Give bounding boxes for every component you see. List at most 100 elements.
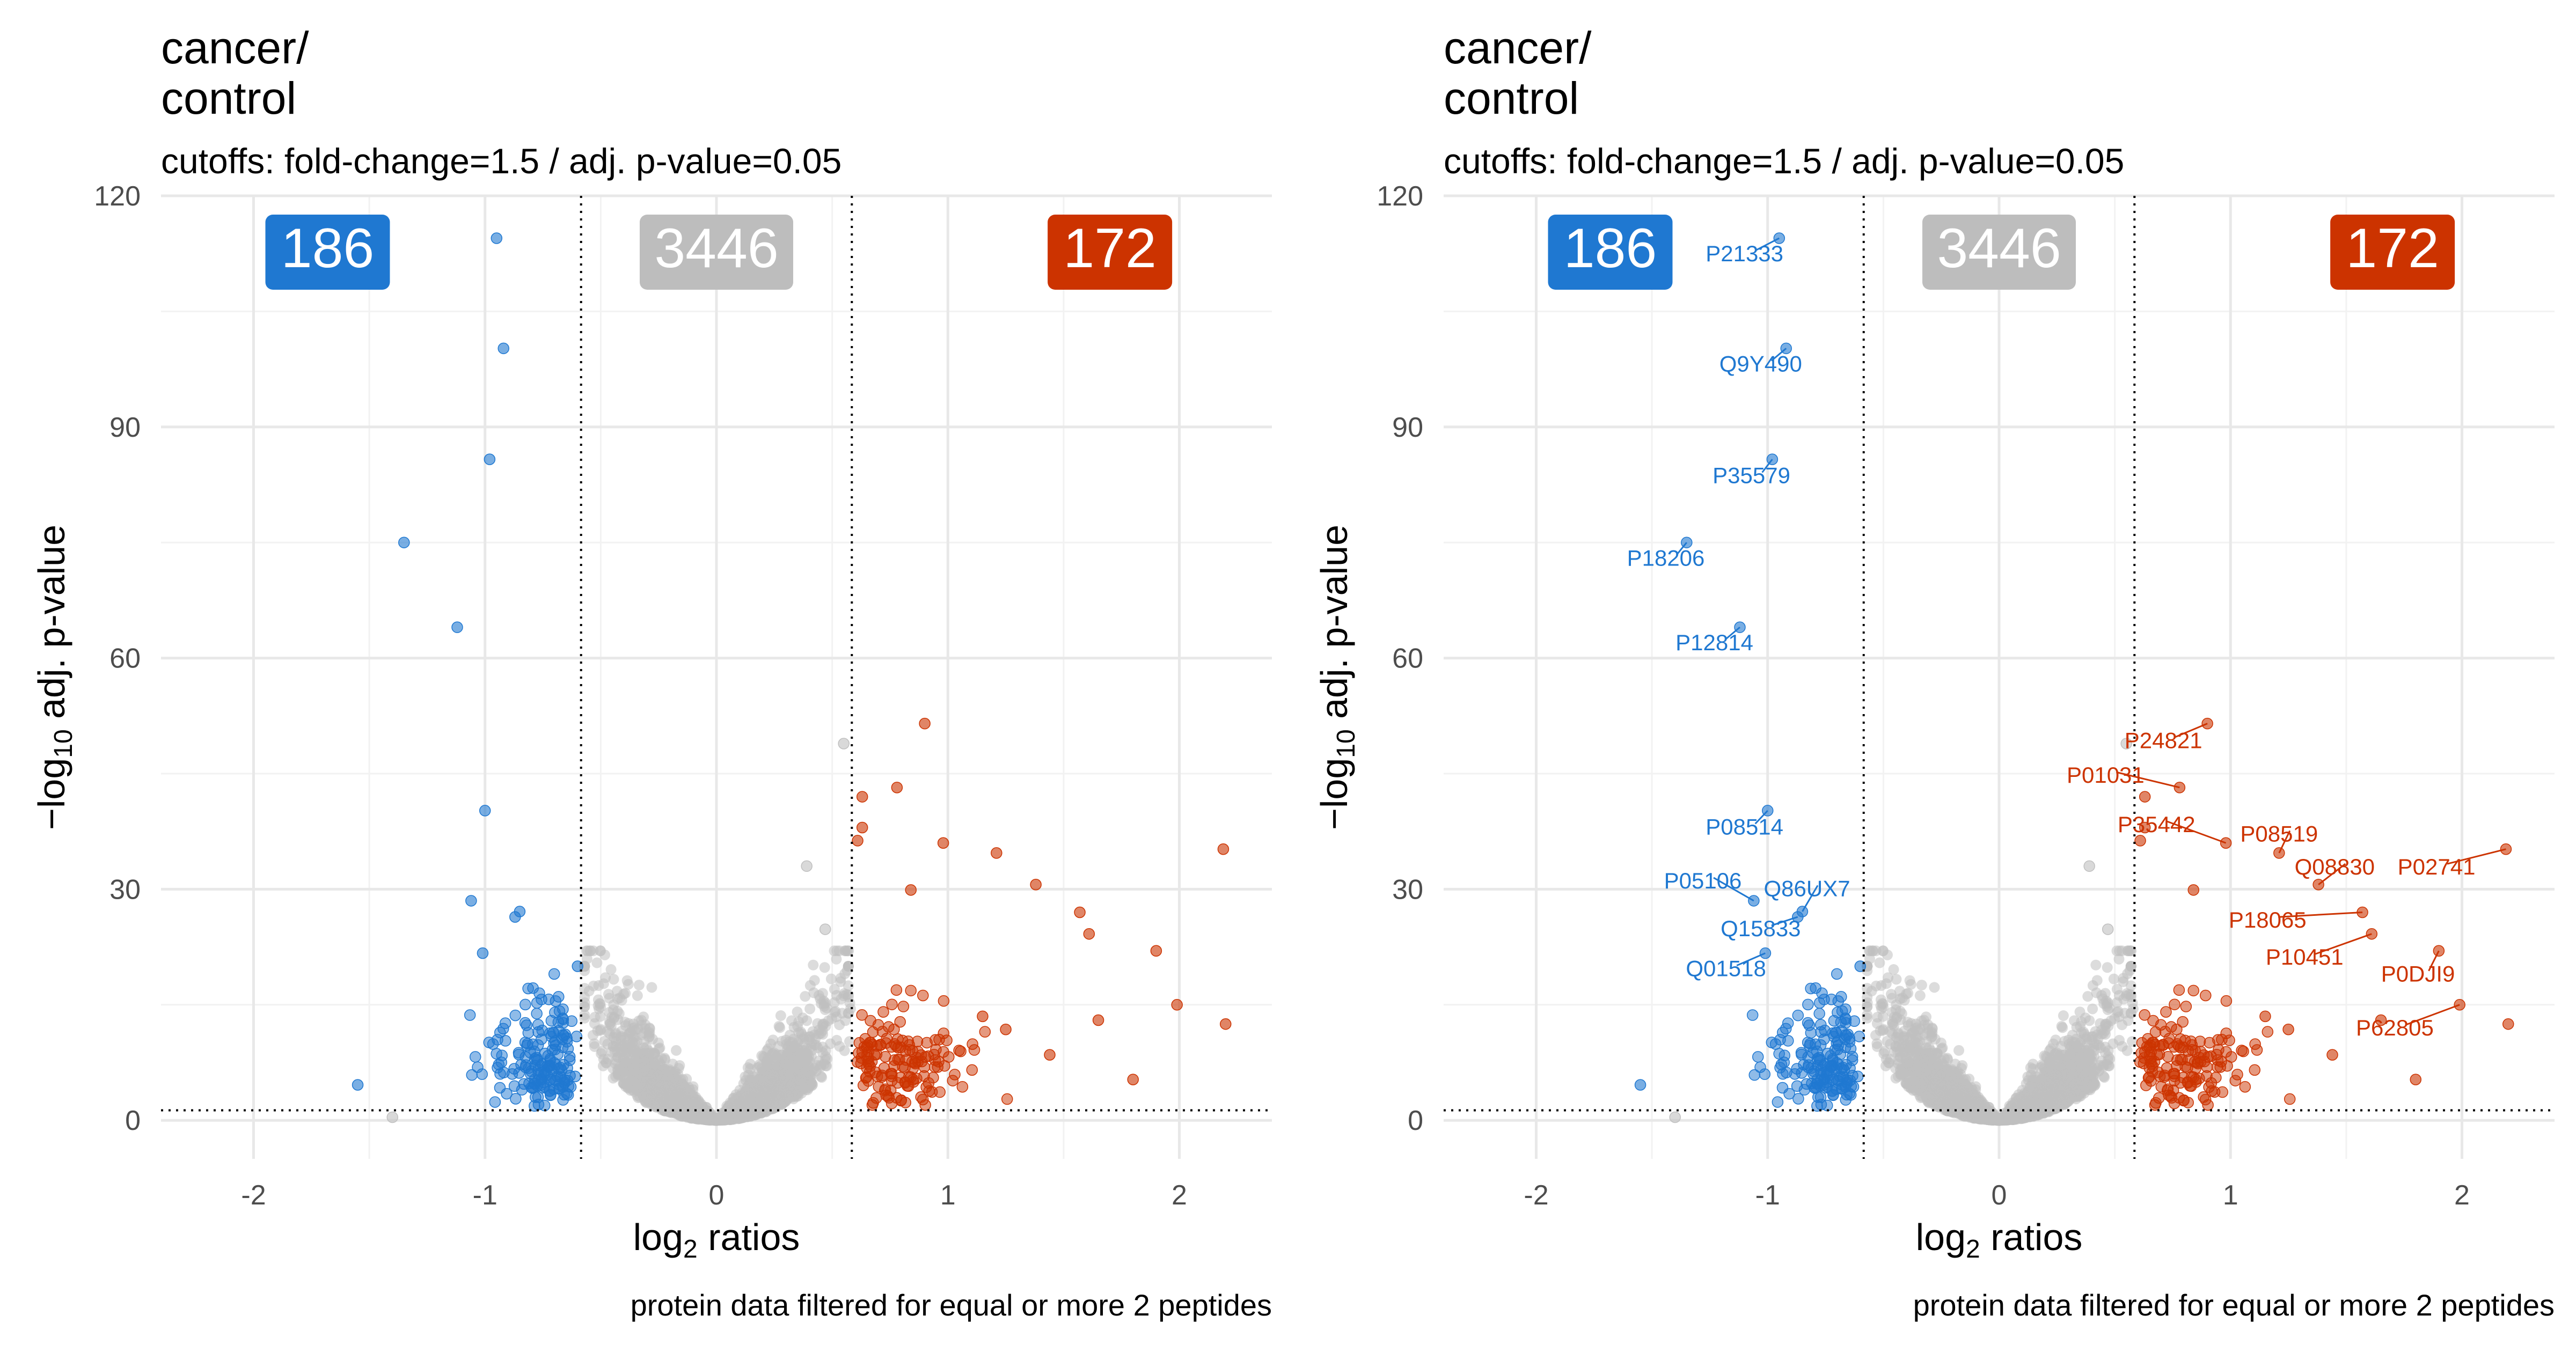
point-ns (792, 1006, 803, 1018)
point-ns (789, 1040, 801, 1051)
point-ns (599, 1035, 610, 1047)
point-up (872, 1019, 884, 1031)
point-up (917, 989, 929, 1002)
point-ns (784, 1081, 795, 1092)
point-up (888, 1023, 900, 1035)
x-tick-label: -1 (473, 1180, 497, 1211)
point-ns (831, 990, 842, 1001)
y-tick-label: 120 (1377, 181, 1423, 212)
series-down (464, 968, 583, 1112)
point-down (536, 1033, 547, 1045)
point-up (1220, 1018, 1232, 1030)
point-ns (612, 993, 623, 1004)
point-down (530, 1052, 543, 1063)
point-ns (591, 957, 603, 968)
series-ns (579, 945, 856, 1126)
point-ns (833, 945, 845, 957)
point-up (991, 847, 1002, 859)
point-ns (754, 1059, 765, 1070)
point-ns (592, 1025, 603, 1037)
point-up (858, 1041, 870, 1053)
point-down (519, 998, 531, 1011)
point-up (917, 1093, 929, 1106)
point-up (941, 1034, 953, 1046)
point-ns (722, 1113, 734, 1124)
x-tick-labels: -2 -1 0 1 2 (1524, 1180, 2470, 1211)
plot-title: cancer/ control (161, 23, 309, 123)
point-up (903, 1044, 916, 1056)
point-ns (745, 1097, 756, 1108)
point-ns (788, 1022, 800, 1033)
point-ns (808, 959, 819, 971)
point-down (548, 968, 560, 980)
point-ns (671, 1045, 682, 1056)
point-down (509, 911, 521, 923)
point-down (543, 993, 555, 1005)
point-down (522, 1027, 535, 1039)
point-up (919, 717, 931, 730)
point-up (1001, 1093, 1013, 1105)
point-up (926, 1086, 938, 1098)
point-up (860, 1072, 872, 1084)
point-ns (653, 1037, 664, 1048)
grid-lines (161, 194, 1272, 1159)
x-tick-label: -1 (1755, 1180, 1780, 1211)
x-axis-title: log2 ratios (1916, 1216, 2083, 1263)
point-up (919, 1051, 931, 1063)
point-ns (600, 972, 611, 983)
point-down (489, 1096, 501, 1108)
point-ns (787, 1055, 799, 1066)
point-up (937, 837, 949, 849)
point-down (532, 1075, 544, 1087)
point-down (398, 537, 410, 548)
count-badge-label: 3446 (654, 217, 778, 280)
y-axis-title: −log10 adj. p-value (1313, 525, 1360, 830)
point-up (979, 1026, 991, 1038)
point-down (497, 342, 509, 355)
point-ns (818, 1001, 830, 1012)
point-up (856, 821, 868, 834)
point-ns (668, 1074, 679, 1085)
point-up (890, 984, 903, 996)
point-ns (774, 1064, 785, 1075)
point-ns (602, 1026, 613, 1037)
point-up (891, 782, 903, 793)
point-down (570, 1031, 583, 1042)
point-up (1217, 843, 1230, 855)
point-ns (626, 1075, 637, 1086)
point-ns (819, 962, 830, 973)
point-up (956, 1081, 969, 1093)
point-ns (809, 1039, 821, 1050)
point-down (546, 1063, 558, 1075)
point-down (522, 982, 534, 995)
point-ns (581, 945, 592, 957)
point-ns (809, 1029, 820, 1040)
count-badge-label: 172 (1063, 217, 1157, 280)
point-ns (2082, 991, 2094, 1002)
point-up (852, 835, 863, 847)
point-ns (801, 860, 813, 872)
point-ns (2087, 1003, 2098, 1015)
point-down (544, 1074, 556, 1086)
volcano-plot-panel-left: -2 -1 0 1 2 0 30 60 90 120 log2 ratios −log10 adj. … (31, 23, 1272, 1322)
point-ns (627, 1023, 638, 1034)
point-ns (603, 989, 614, 1000)
point-ns (844, 1036, 855, 1047)
volcano-plot-panel-right: -2 -1 0 1 2 0 30 60 90 120 log2 ratios −log10 adj. … (1283, 0, 2571, 1352)
point-ns (632, 990, 643, 1001)
point-ns (621, 1039, 633, 1050)
point-up (905, 984, 917, 997)
point-ns (778, 1097, 789, 1108)
count-badge (1048, 215, 1173, 290)
point-down (532, 1064, 544, 1076)
point-ns (595, 1002, 606, 1013)
point-up (977, 1010, 989, 1023)
point-up (851, 1056, 863, 1068)
point-ns (841, 989, 852, 1000)
point-up (1127, 1074, 1139, 1085)
point-ns (829, 1006, 840, 1018)
point-ns (774, 1022, 786, 1033)
point-up (967, 1038, 978, 1050)
x-tick-label: -2 (241, 1180, 266, 1211)
